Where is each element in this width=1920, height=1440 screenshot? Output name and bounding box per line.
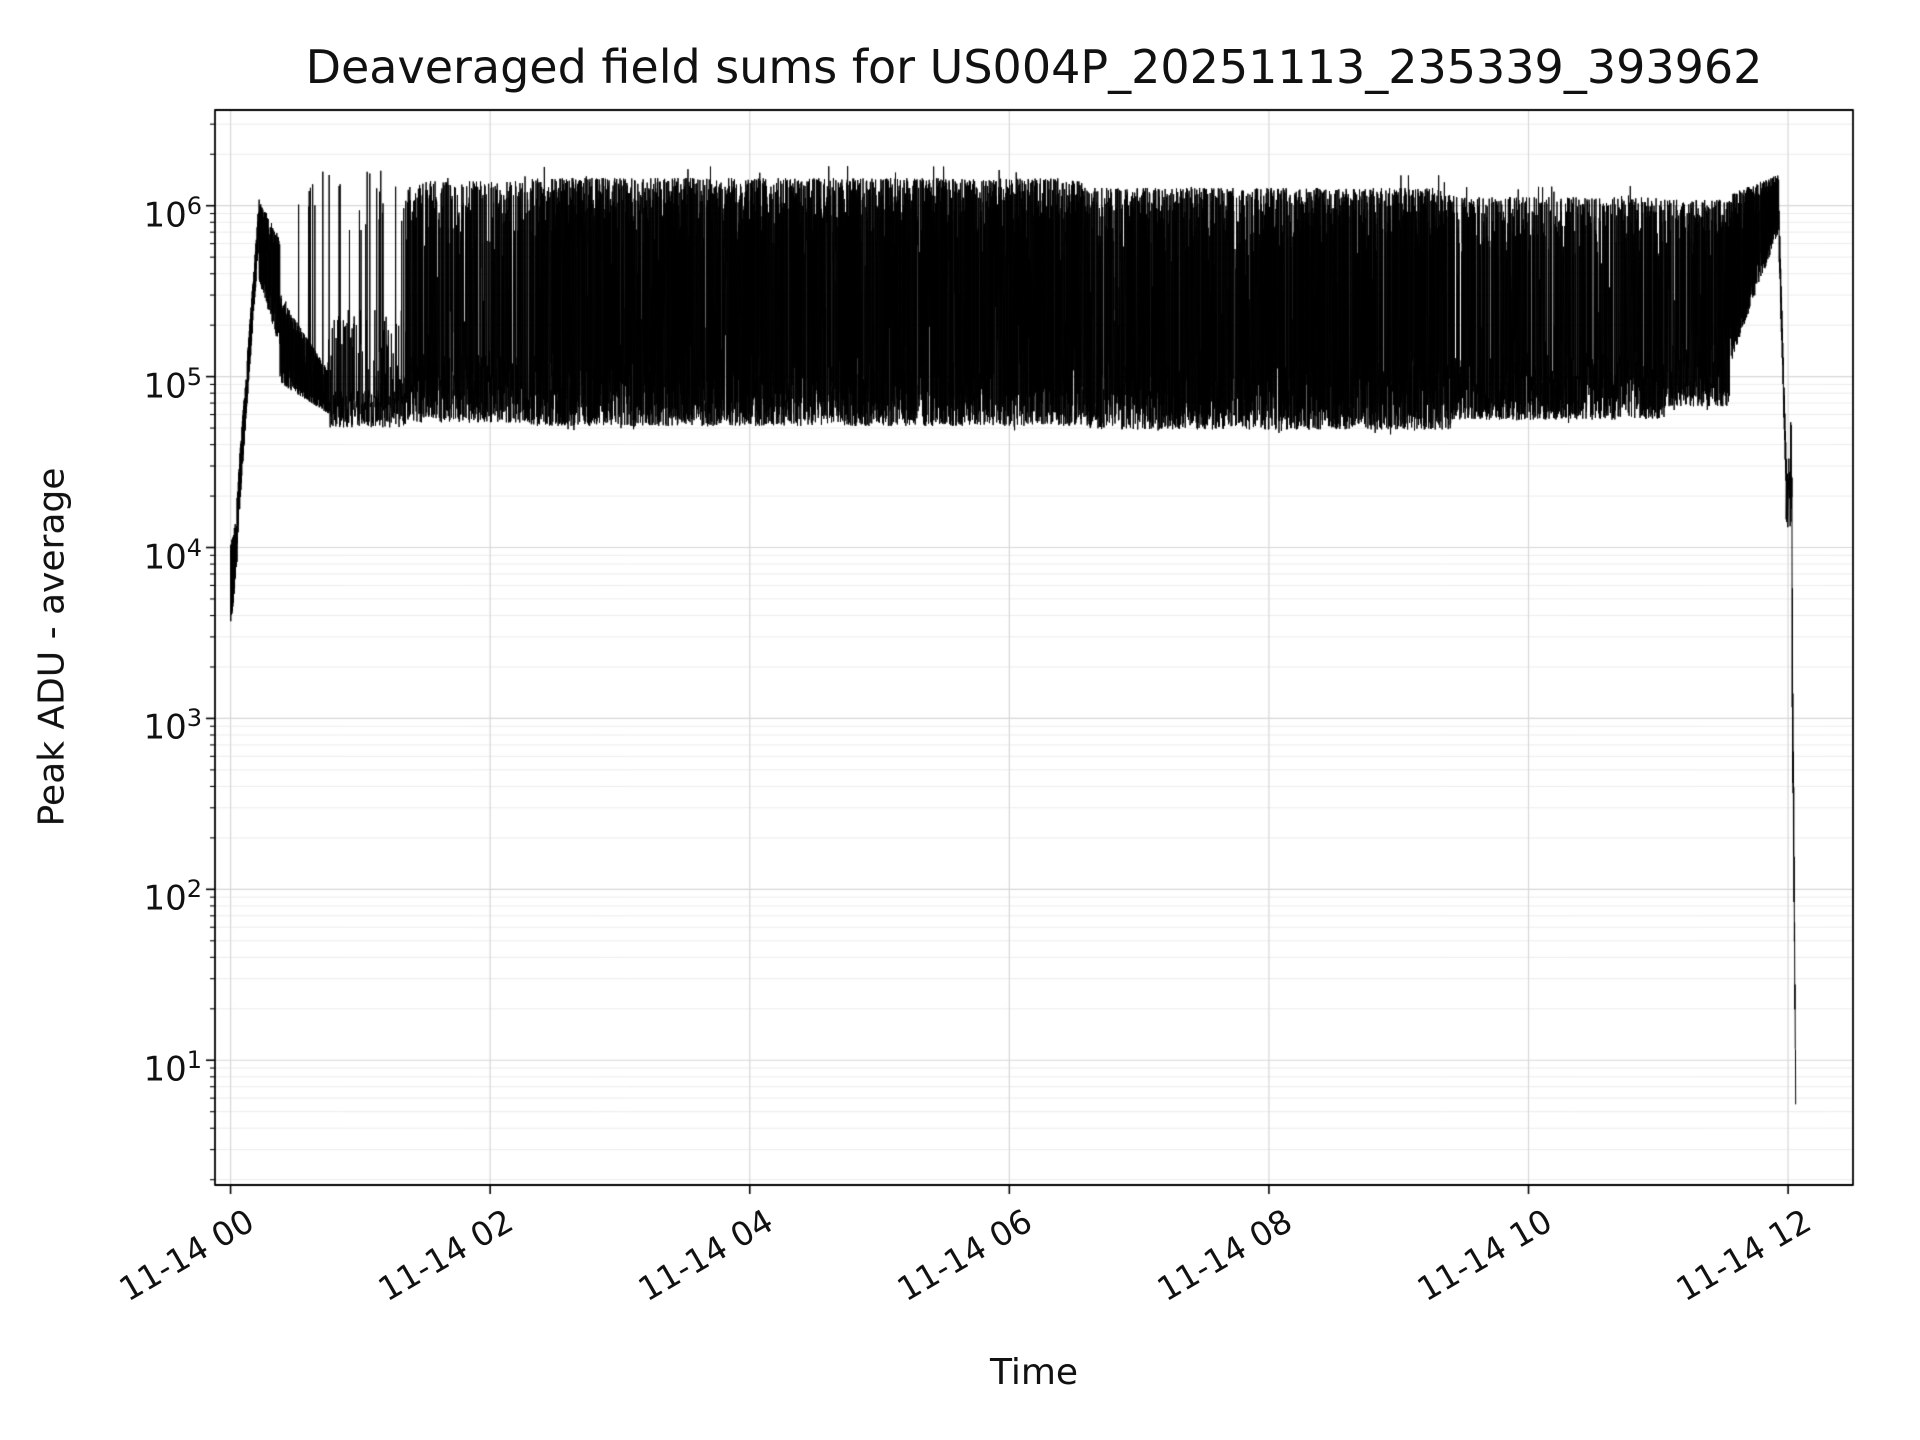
y-tick-label: 104	[143, 533, 202, 577]
y-tick-label: 106	[143, 191, 202, 236]
y-axis-label: Peak ADU - average	[31, 467, 73, 827]
y-tick-label: 103	[143, 704, 202, 748]
y-tick-label: 105	[143, 362, 202, 406]
y-tick-label: 101	[143, 1046, 202, 1090]
y-tick-label: 102	[143, 875, 202, 919]
chart-title: Deaveraged field sums for US004P_2025111…	[305, 40, 1763, 94]
x-axis-label: Time	[989, 1352, 1079, 1393]
